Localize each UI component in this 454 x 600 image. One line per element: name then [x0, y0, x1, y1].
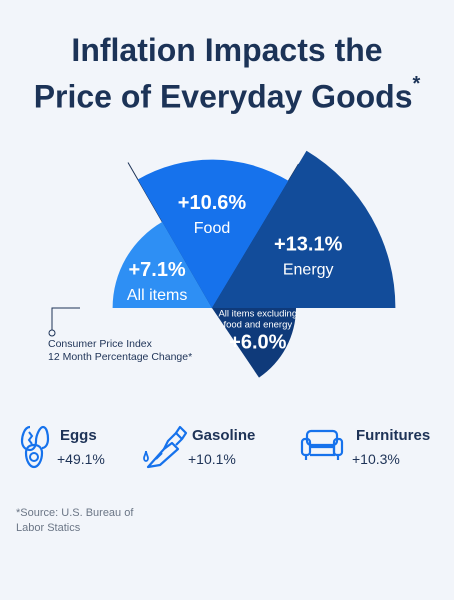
title-asterisk: * — [412, 73, 421, 95]
slice-label: Food — [194, 220, 230, 237]
note-leader-line — [51, 307, 80, 330]
slice-all-items-excluding-food-and-energy — [212, 308, 296, 378]
stat-label-furnitures: Furnitures — [356, 427, 431, 444]
stat-value-gasoline: +10.1% — [188, 451, 236, 467]
slice-energy — [212, 150, 396, 308]
page-title: Inflation Impacts the Price of Everyday … — [0, 30, 454, 117]
source-line-2: Labor Statics — [16, 522, 81, 534]
slice-food — [137, 159, 289, 308]
title-line-2-text: Price of Everyday Goods — [33, 78, 413, 115]
source-note: *Source: U.S. Bureau of Labor Statics — [16, 506, 156, 536]
fuel-nozzle-icon — [143, 425, 188, 469]
slice-label: All items — [127, 287, 187, 304]
egg-icon — [20, 425, 50, 469]
slice-value: +6.0% — [229, 332, 286, 354]
stat-label-gasoline: Gasoline — [192, 427, 256, 444]
cpi-rose-chart: +7.1% All items +10.6% Food +13.1% Energy All … — [48, 150, 396, 378]
slice-label: Energy — [283, 262, 334, 279]
stat-value-eggs: +49.1% — [57, 451, 105, 467]
slice-value: +13.1% — [274, 234, 343, 256]
slice-value: +7.1% — [128, 259, 185, 281]
guide-line-2 — [211, 163, 299, 309]
cpi-note: Consumer Price Index 12 Month Percentage… — [48, 338, 192, 364]
sofa-icon — [300, 429, 344, 460]
slice-all-items — [112, 221, 212, 308]
slice-value: +10.6% — [178, 192, 247, 214]
slice-label-line-1: All items excluding — [218, 309, 297, 320]
title-line-1: Inflation Impacts the — [71, 32, 383, 68]
stat-label-eggs: Eggs — [60, 427, 97, 444]
cpi-note-line-1: Consumer Price Index — [48, 338, 152, 350]
stat-value-furnitures: +10.3% — [352, 451, 400, 467]
note-leader-dot — [48, 329, 56, 337]
cpi-note-line-2: 12 Month Percentage Change* — [48, 351, 193, 363]
title-line-2: Price of Everyday Goods* — [0, 70, 454, 117]
slice-label-line-2: food and energy — [223, 320, 292, 331]
source-line-1: *Source: U.S. Bureau of — [16, 507, 134, 519]
